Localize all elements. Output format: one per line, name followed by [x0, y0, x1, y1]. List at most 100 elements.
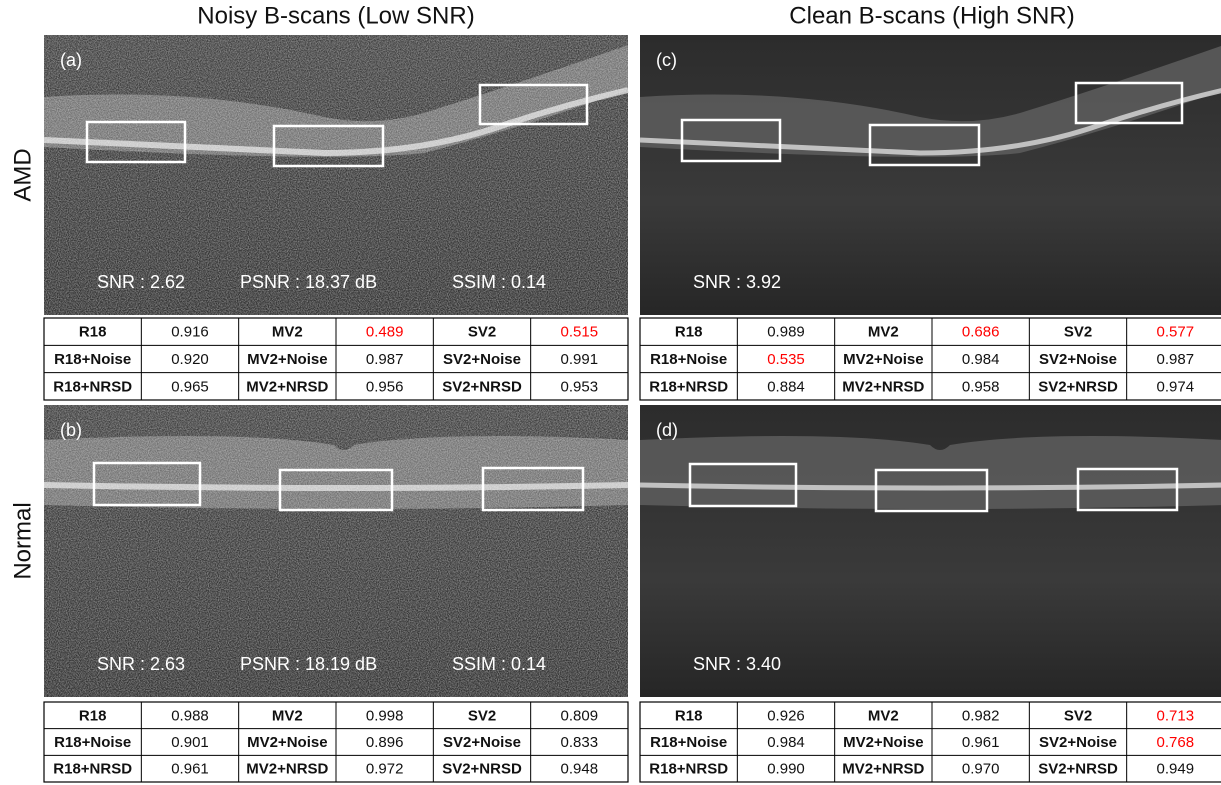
row-header: R18+NRSD [53, 761, 132, 778]
roi-box [92, 461, 202, 507]
row-header: R18+Noise [650, 734, 727, 751]
row-header: SV2 [468, 324, 496, 341]
retina-layer [640, 46, 1221, 157]
cell-value: 0.713 [1157, 707, 1195, 724]
row-header: SV2+Noise [1039, 734, 1117, 751]
cell-value: 0.489 [366, 324, 404, 341]
row-label: Normal [9, 502, 36, 579]
roi-box [1076, 467, 1179, 512]
row-header: R18+NRSD [649, 378, 728, 395]
row-header: MV2+NRSD [246, 378, 328, 395]
cell-value: 0.901 [171, 734, 209, 751]
row-header: SV2+NRSD [1038, 761, 1118, 778]
roi-box [868, 123, 981, 167]
metric-table: R18 0.989 MV2 0.686 SV2 0.577 R18+Noise 0.535 MV… [639, 317, 1221, 401]
roi-box [478, 83, 589, 126]
cell-value: 0.916 [171, 324, 209, 341]
row-header: R18+NRSD [53, 378, 132, 395]
row-header: SV2+Noise [443, 351, 521, 368]
cell-value: 0.920 [171, 351, 209, 368]
row-header: MV2+Noise [843, 351, 923, 368]
roi-box [688, 462, 798, 508]
row-label: AMD [9, 148, 36, 201]
row-header: MV2 [868, 707, 899, 724]
row-header: R18 [675, 324, 703, 341]
table-border [639, 701, 1221, 783]
roi-box [1074, 81, 1184, 125]
cell-value: 0.972 [366, 761, 404, 778]
metric: SNR : 2.62 [97, 272, 185, 292]
metric-table: R18 0.926 MV2 0.982 SV2 0.713 R18+Noise 0.984 MV… [639, 701, 1221, 783]
cell-value: 0.956 [366, 378, 404, 395]
metric-table: R18 0.988 MV2 0.998 SV2 0.809 R18+Noise 0.901 MV… [43, 701, 629, 783]
cell-value: 0.535 [767, 351, 805, 368]
panel-label: (b) [60, 420, 82, 440]
row-header: R18+Noise [54, 351, 131, 368]
cell-value: 0.958 [962, 378, 1000, 395]
cell-value: 0.949 [1157, 761, 1195, 778]
row-header: MV2+Noise [843, 734, 923, 751]
column-title: Noisy B-scans (Low SNR) [197, 2, 474, 29]
cell-value: 0.768 [1157, 734, 1195, 751]
row-header: MV2+NRSD [842, 378, 924, 395]
row-header: SV2 [1064, 324, 1092, 341]
cell-value: 0.961 [171, 761, 209, 778]
metric: SNR : 2.63 [97, 654, 185, 674]
metric: SNR : 3.92 [693, 272, 781, 292]
roi-box [481, 466, 585, 512]
panel: (b) SNR : 2.63 PSNR : 18.19 dB SSIM : 0.14 [43, 405, 629, 697]
rpe-line [639, 482, 1221, 491]
row-header: R18 [79, 324, 107, 341]
cell-value: 0.984 [767, 734, 805, 751]
cell-value: 0.833 [561, 734, 599, 751]
cell-value: 0.982 [962, 707, 1000, 724]
cell-value: 0.515 [561, 324, 599, 341]
cell-value: 0.987 [1157, 351, 1195, 368]
metric: SSIM : 0.14 [452, 272, 546, 292]
cell-value: 0.974 [1157, 378, 1195, 395]
panel: (d) SNR : 3.40 [639, 405, 1221, 697]
row-header: MV2+Noise [247, 734, 327, 751]
roi-box [278, 468, 394, 512]
metric: PSNR : 18.19 dB [240, 654, 377, 674]
row-header: R18+Noise [650, 351, 727, 368]
roi-box [85, 120, 187, 164]
cell-value: 0.984 [962, 351, 1000, 368]
cell-value: 0.990 [767, 761, 805, 778]
cell-value: 0.884 [767, 378, 805, 395]
cell-value: 0.896 [366, 734, 404, 751]
metric: PSNR : 18.37 dB [240, 272, 377, 292]
row-header: SV2 [468, 707, 496, 724]
cell-value: 0.970 [962, 761, 1000, 778]
row-header: MV2+NRSD [246, 761, 328, 778]
roi-box [680, 118, 782, 163]
row-header: MV2 [868, 324, 899, 341]
row-header: R18+NRSD [649, 761, 728, 778]
row-header: SV2+NRSD [442, 761, 522, 778]
panel-label: (c) [656, 50, 677, 70]
row-header: R18+Noise [54, 734, 131, 751]
noise-overlay [44, 35, 628, 315]
roi-box [874, 468, 989, 513]
cell-value: 0.991 [561, 351, 599, 368]
retina-layer [640, 436, 1221, 509]
row-header: MV2+Noise [247, 351, 327, 368]
cell-value: 0.965 [171, 378, 209, 395]
cell-value: 0.926 [767, 707, 805, 724]
row-header: SV2+NRSD [442, 378, 522, 395]
cell-value: 0.988 [171, 707, 209, 724]
row-header: SV2+Noise [1039, 351, 1117, 368]
rpe-line [639, 88, 1221, 156]
column-title: Clean B-scans (High SNR) [789, 2, 1074, 29]
noise-overlay [44, 405, 628, 697]
table-border [639, 317, 1221, 401]
row-header: SV2+NRSD [1038, 378, 1118, 395]
cell-value: 0.809 [561, 707, 599, 724]
cell-value: 0.989 [767, 324, 805, 341]
roi-box [272, 124, 385, 168]
row-header: SV2+Noise [443, 734, 521, 751]
panel-label: (a) [60, 50, 82, 70]
metric-table: R18 0.916 MV2 0.489 SV2 0.515 R18+Noise 0.920 MV… [43, 317, 629, 401]
cell-value: 0.953 [561, 378, 599, 395]
row-header: MV2 [272, 324, 303, 341]
